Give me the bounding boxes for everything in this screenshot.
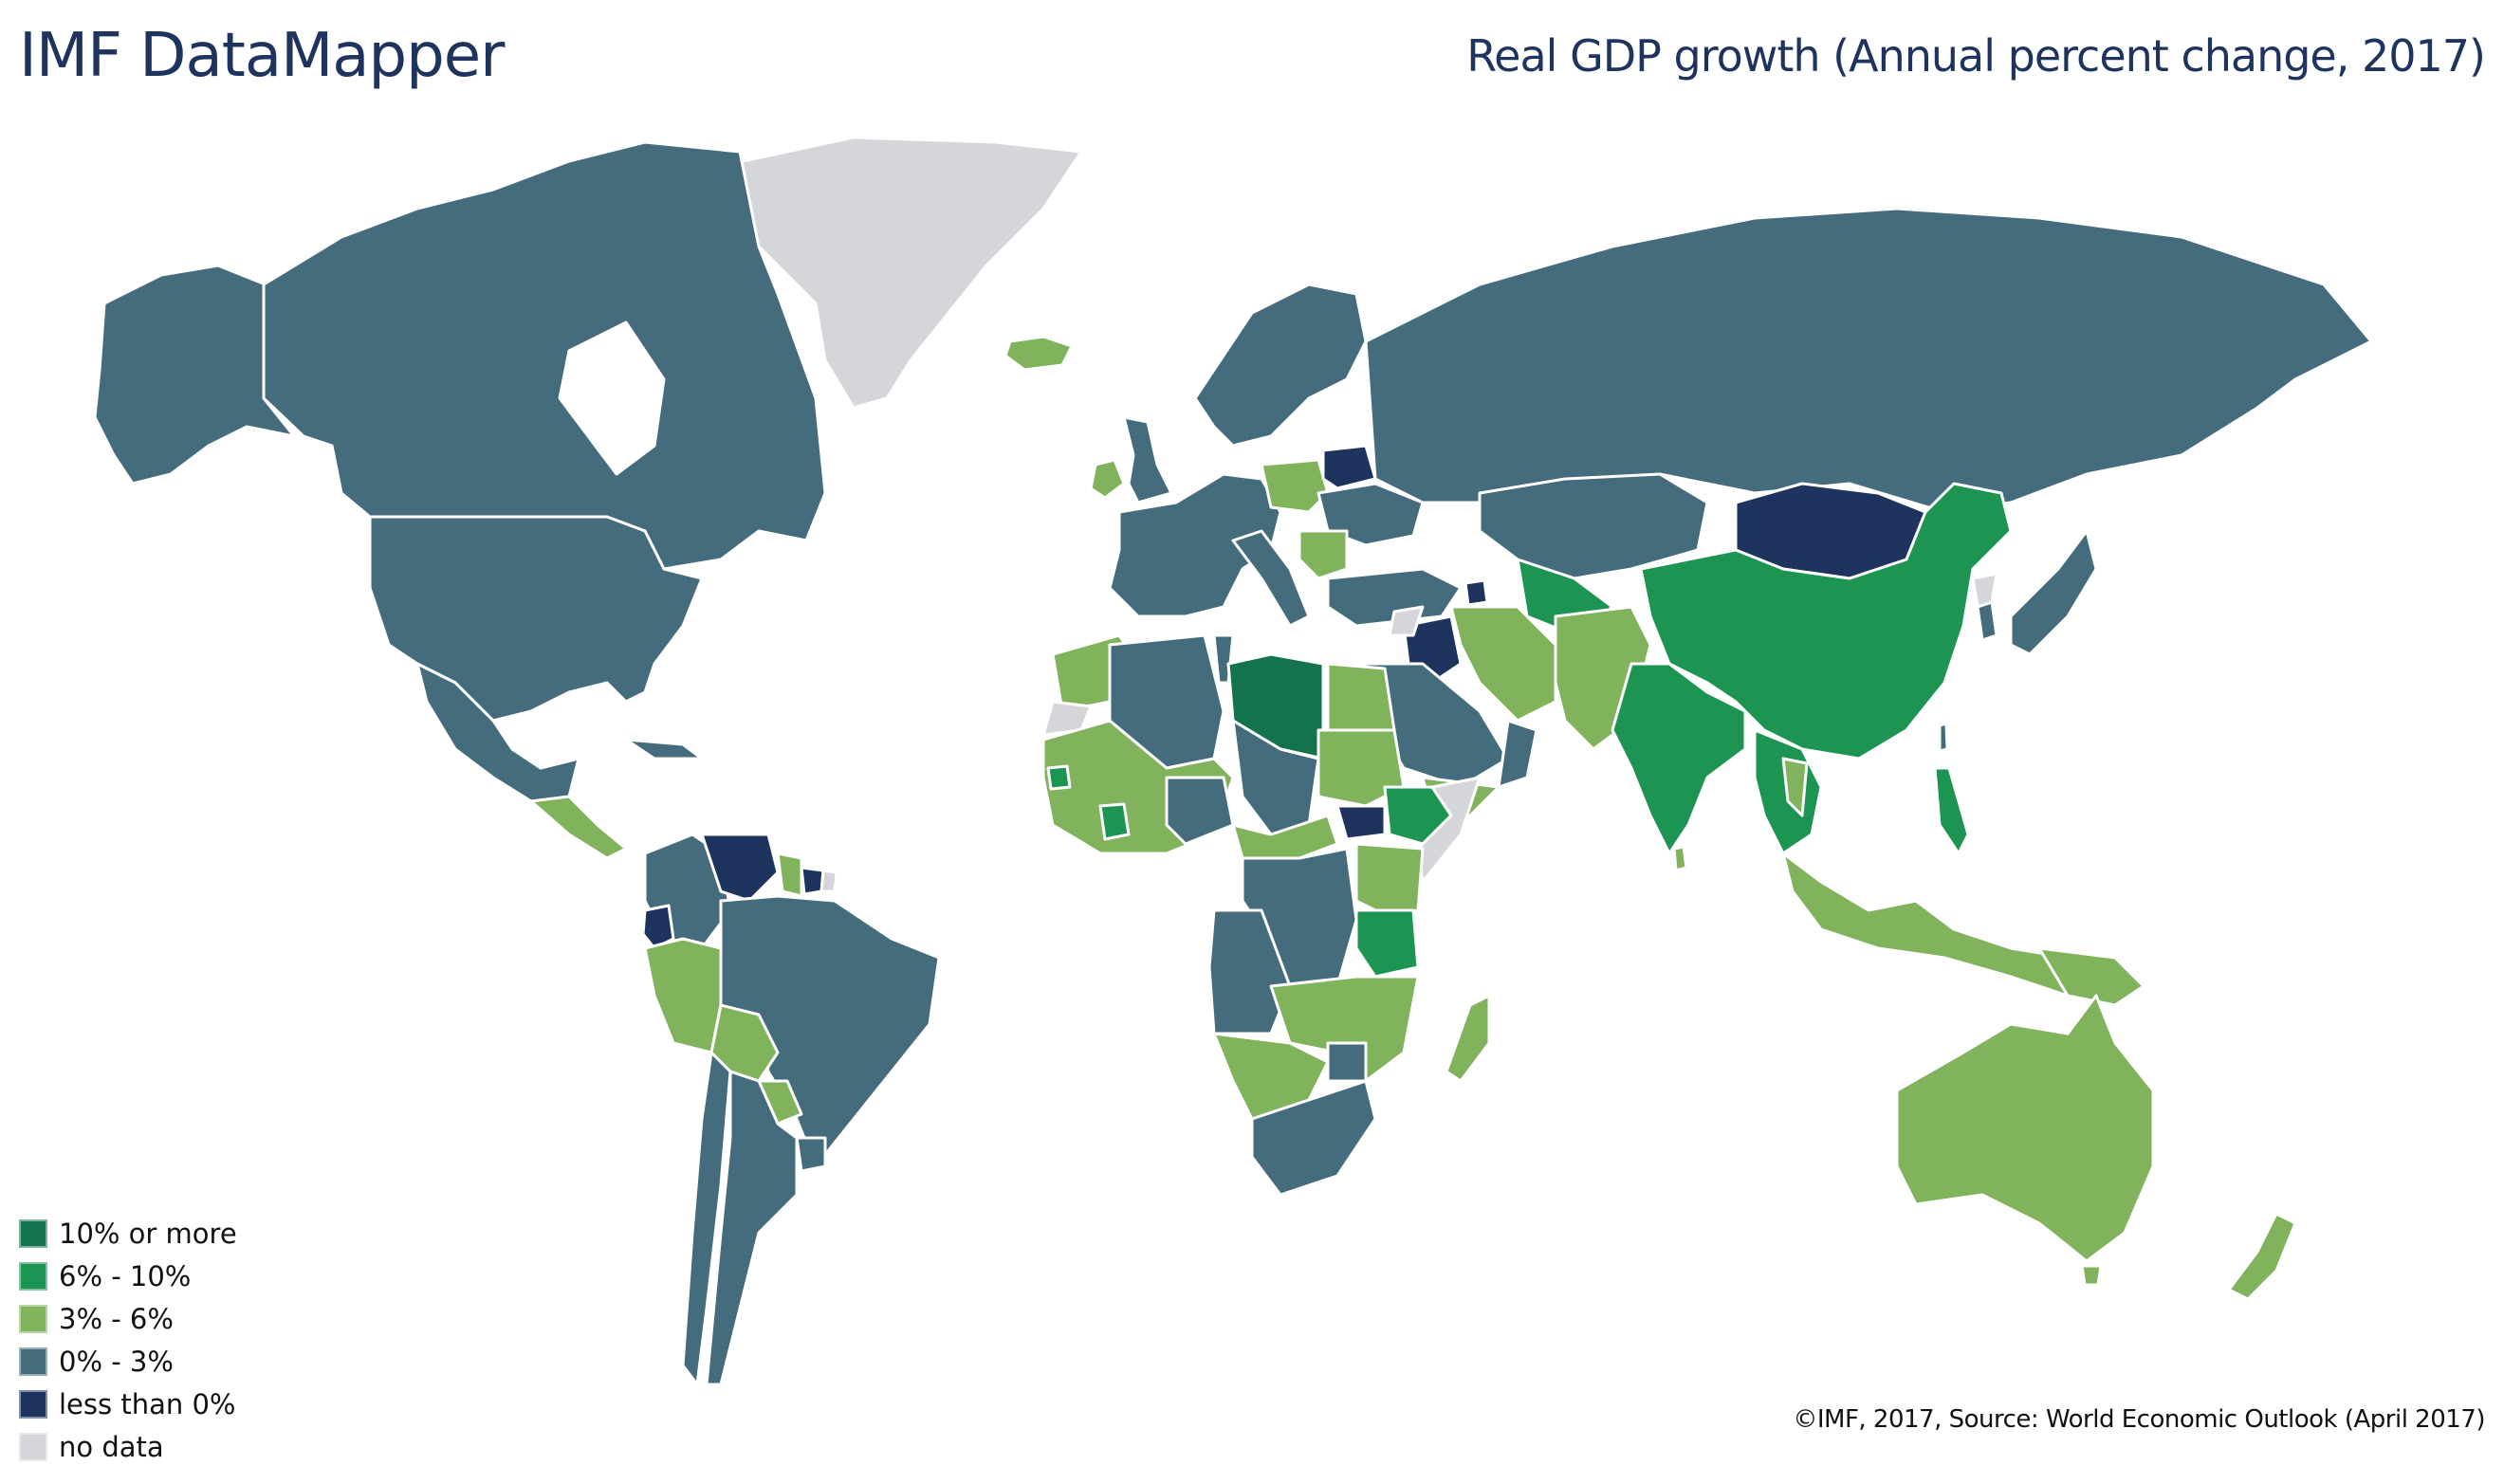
country-uk xyxy=(1122,415,1173,504)
country-thailand xyxy=(1781,757,1809,817)
country-madagascar xyxy=(1445,994,1491,1083)
country-angola xyxy=(1207,908,1292,1035)
country-turkey xyxy=(1326,567,1463,628)
legend-label: 3% - 6% xyxy=(59,1302,174,1335)
country-peru xyxy=(643,937,723,1054)
country-china xyxy=(1639,482,2013,760)
country-sri-lanka xyxy=(1672,845,1688,872)
country-senegal xyxy=(1046,764,1072,791)
source-credit: ©IMF, 2017, Source: World Economic Outlo… xyxy=(1793,1405,2485,1434)
country-zimbabwe xyxy=(1326,1041,1368,1083)
country-kenya-uganda xyxy=(1354,842,1425,917)
country-venezuela xyxy=(700,833,780,903)
country-oman xyxy=(1497,719,1538,789)
country-south-africa xyxy=(1250,1079,1377,1197)
country-new-zealand xyxy=(2227,1212,2297,1301)
country-korea-south xyxy=(1976,600,1998,642)
country-japan xyxy=(2009,529,2098,656)
legend-label: no data xyxy=(59,1430,164,1463)
country-egypt xyxy=(1326,662,1396,732)
country-usa xyxy=(368,515,704,723)
country-belarus xyxy=(1321,444,1377,490)
country-taiwan xyxy=(1938,722,1949,753)
country-hudson-bay xyxy=(558,321,666,476)
legend-swatch-no-data xyxy=(19,1432,47,1461)
country-tasmania xyxy=(2080,1264,2103,1287)
country-cote-divoire xyxy=(1098,802,1131,841)
country-papua xyxy=(2037,946,2145,1007)
country-kazakhstan xyxy=(1478,472,1709,580)
country-poland xyxy=(1260,458,1330,514)
legend-swatch-0-3 xyxy=(19,1347,47,1376)
legend-item-0-3: 0% - 3% xyxy=(19,1340,237,1383)
legend-item-6-10: 6% - 10% xyxy=(19,1255,237,1297)
country-nigeria xyxy=(1165,776,1235,846)
country-iran xyxy=(1449,605,1557,723)
country-syria xyxy=(1388,605,1425,637)
country-guyana xyxy=(776,852,803,898)
legend-item-less-than-0: less than 0% xyxy=(19,1383,237,1425)
page-title: IMF DataMapper xyxy=(19,21,505,91)
country-zambia-mozambique xyxy=(1269,975,1420,1083)
legend-label: less than 0% xyxy=(59,1387,236,1420)
country-canada xyxy=(262,140,827,571)
legend-label: 0% - 3% xyxy=(59,1345,174,1378)
country-russia xyxy=(1364,207,2373,514)
country-philippines xyxy=(1933,766,1970,855)
country-alaska xyxy=(93,264,296,486)
legend-item-3-6: 3% - 6% xyxy=(19,1297,237,1340)
country-mexico xyxy=(415,662,580,803)
legend-label: 6% - 10% xyxy=(59,1259,192,1292)
country-scandinavia xyxy=(1193,283,1368,448)
country-suriname xyxy=(800,866,825,896)
legend: 10% or more 6% - 10% 3% - 6% 0% - 3% les… xyxy=(19,1212,237,1468)
country-argentina xyxy=(705,1070,799,1386)
country-tanzania xyxy=(1354,908,1420,979)
country-somalia xyxy=(1416,776,1482,884)
country-india xyxy=(1611,662,1747,855)
country-western-europe xyxy=(1108,472,1282,618)
legend-swatch-less-than-0 xyxy=(19,1389,47,1419)
country-korea-north xyxy=(1971,572,1998,609)
country-chile xyxy=(681,1051,732,1386)
country-ireland xyxy=(1089,458,1126,500)
legend-item-no-data: no data xyxy=(19,1425,237,1468)
country-french-guiana xyxy=(819,869,838,893)
legend-item-10-or-more: 10% or more xyxy=(19,1212,237,1255)
country-caucasus-az xyxy=(1464,578,1489,607)
legend-swatch-10-or-more xyxy=(19,1218,47,1248)
map-subtitle: Real GDP growth (Annual percent change, … xyxy=(1466,30,2486,82)
country-uruguay xyxy=(795,1136,827,1173)
legend-swatch-3-6 xyxy=(19,1304,47,1333)
legend-swatch-6-10 xyxy=(19,1261,47,1291)
country-italy-greece xyxy=(1231,529,1311,628)
country-south-sudan xyxy=(1335,804,1387,841)
legend-label: 10% or more xyxy=(59,1217,237,1250)
country-central-america xyxy=(529,795,628,860)
country-iceland xyxy=(1003,335,1074,372)
country-romania-balkans xyxy=(1298,529,1349,580)
country-australia xyxy=(1895,994,2155,1263)
country-cuba xyxy=(624,738,704,760)
